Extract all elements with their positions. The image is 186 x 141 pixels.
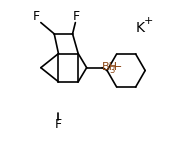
Text: 3: 3 bbox=[110, 66, 115, 75]
Text: K: K bbox=[136, 21, 145, 35]
Text: F: F bbox=[55, 118, 62, 131]
Text: +: + bbox=[143, 16, 153, 26]
Text: F: F bbox=[73, 10, 80, 23]
Text: BH: BH bbox=[102, 62, 118, 72]
Text: F: F bbox=[33, 10, 40, 23]
Text: −: − bbox=[113, 62, 123, 72]
